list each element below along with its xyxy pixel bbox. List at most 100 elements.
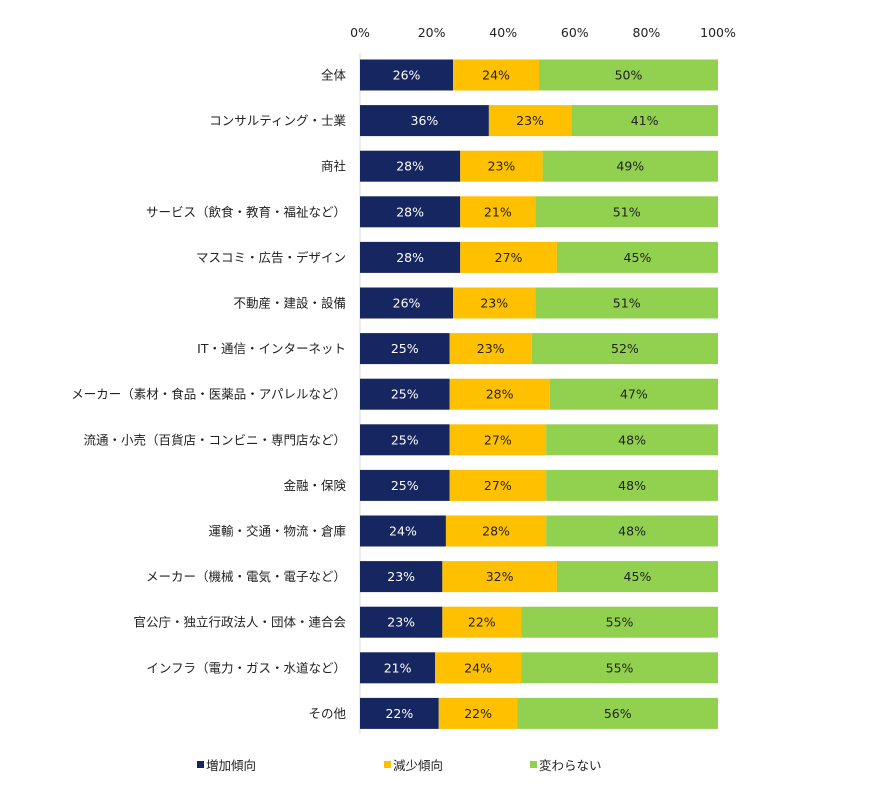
bar-segment — [571, 105, 718, 137]
data-label: 23% — [477, 341, 505, 356]
category-label: メーカー（素材・食品・医薬品・アパレルなど） — [71, 387, 346, 402]
bar-segment — [531, 333, 718, 365]
bar-segment — [360, 424, 450, 456]
data-label: 51% — [613, 204, 641, 219]
bar-segment — [360, 196, 461, 228]
bar-segment — [360, 561, 443, 593]
bar-segment — [460, 241, 557, 273]
data-label: 25% — [391, 478, 419, 493]
bar-segment — [360, 378, 450, 410]
category-label: 不動産・建設・設備 — [233, 296, 346, 311]
x-tick-label: 20% — [418, 25, 446, 40]
bar-segment — [549, 378, 718, 410]
data-label: 22% — [385, 706, 413, 721]
bar-segment — [360, 287, 454, 319]
bar-segment — [535, 287, 718, 319]
bar-segment — [449, 469, 547, 501]
category-label: マスコミ・広告・デザイン — [196, 250, 346, 265]
category-label: メーカー（機械・電気・電子など） — [146, 569, 346, 584]
data-label: 45% — [624, 569, 652, 584]
bar-segment — [546, 515, 718, 547]
data-label: 36% — [411, 113, 439, 128]
bar-segment — [360, 333, 450, 365]
bar-segment — [360, 469, 450, 501]
category-label: 流通・小売（百貨店・コンビニ・専門店など） — [83, 432, 346, 447]
bar-segment — [445, 515, 547, 547]
data-label: 23% — [488, 159, 516, 174]
bar-segment — [435, 652, 522, 684]
bar-segment — [460, 196, 536, 228]
bar-segment — [453, 287, 536, 319]
data-label: 23% — [516, 113, 544, 128]
category-label: 金融・保険 — [283, 478, 346, 493]
data-label: 56% — [604, 706, 632, 721]
bar-segment — [535, 196, 718, 228]
data-label: 45% — [624, 250, 652, 265]
bar-segment — [488, 105, 572, 137]
bar-segment — [539, 59, 718, 91]
bar-segment — [449, 378, 550, 410]
bar-segment — [449, 424, 547, 456]
x-tick-label: 40% — [489, 25, 517, 40]
data-label: 27% — [484, 478, 512, 493]
data-label: 51% — [613, 296, 641, 311]
data-label: 24% — [482, 68, 510, 83]
data-label: 24% — [464, 660, 492, 675]
data-label: 24% — [389, 524, 417, 539]
data-label: 27% — [484, 432, 512, 447]
data-label: 47% — [620, 387, 648, 402]
category-label: その他 — [308, 706, 346, 721]
bar-segment — [517, 697, 718, 729]
bar-segment — [442, 561, 557, 593]
bar-segment — [360, 150, 461, 182]
data-label: 49% — [616, 159, 644, 174]
data-label: 21% — [484, 204, 512, 219]
data-label: 28% — [486, 387, 514, 402]
data-label: 50% — [615, 68, 643, 83]
x-tick-label: 100% — [700, 25, 736, 40]
data-label: 23% — [480, 296, 508, 311]
bar-segment — [546, 469, 718, 501]
data-label: 28% — [482, 524, 510, 539]
data-label: 25% — [391, 387, 419, 402]
legend-swatch — [384, 761, 391, 768]
bar-segment — [360, 515, 446, 547]
legend-swatch — [530, 761, 537, 768]
category-label: 全体 — [321, 68, 347, 83]
bar-segment — [360, 241, 461, 273]
data-label: 48% — [618, 478, 646, 493]
x-tick-label: 60% — [561, 25, 589, 40]
bar-segment — [442, 606, 522, 638]
bar-segment — [521, 652, 718, 684]
bar-segment — [360, 59, 454, 91]
bar-segment — [360, 606, 443, 638]
category-label: 運輸・交通・物流・倉庫 — [208, 524, 346, 539]
data-label: 23% — [387, 615, 415, 630]
category-label: コンサルティング・士業 — [209, 113, 346, 128]
data-label: 32% — [486, 569, 514, 584]
bar-segment — [546, 424, 718, 456]
data-label: 41% — [631, 113, 659, 128]
bar-segment — [438, 697, 518, 729]
bar-segment — [449, 333, 532, 365]
data-label: 48% — [618, 524, 646, 539]
bar-segment — [556, 241, 718, 273]
data-label: 23% — [387, 569, 415, 584]
legend-label: 減少傾向 — [393, 758, 443, 773]
bar-segment — [360, 652, 436, 684]
data-label: 52% — [611, 341, 639, 356]
category-label: サービス（飲食・教育・福祉など） — [146, 204, 346, 219]
data-label: 48% — [618, 432, 646, 447]
x-tick-label: 80% — [633, 25, 661, 40]
data-label: 55% — [606, 615, 634, 630]
data-label: 22% — [468, 615, 496, 630]
category-label: インフラ（電力・ガス・水道など） — [146, 660, 346, 675]
data-label: 28% — [396, 250, 424, 265]
data-label: 21% — [384, 660, 412, 675]
legend-label: 変わらない — [539, 758, 602, 773]
bar-segment — [360, 105, 489, 137]
bar-segment — [453, 59, 539, 91]
category-label: IT・通信・インターネット — [197, 341, 346, 356]
data-label: 25% — [391, 432, 419, 447]
x-tick-label: 0% — [350, 25, 370, 40]
